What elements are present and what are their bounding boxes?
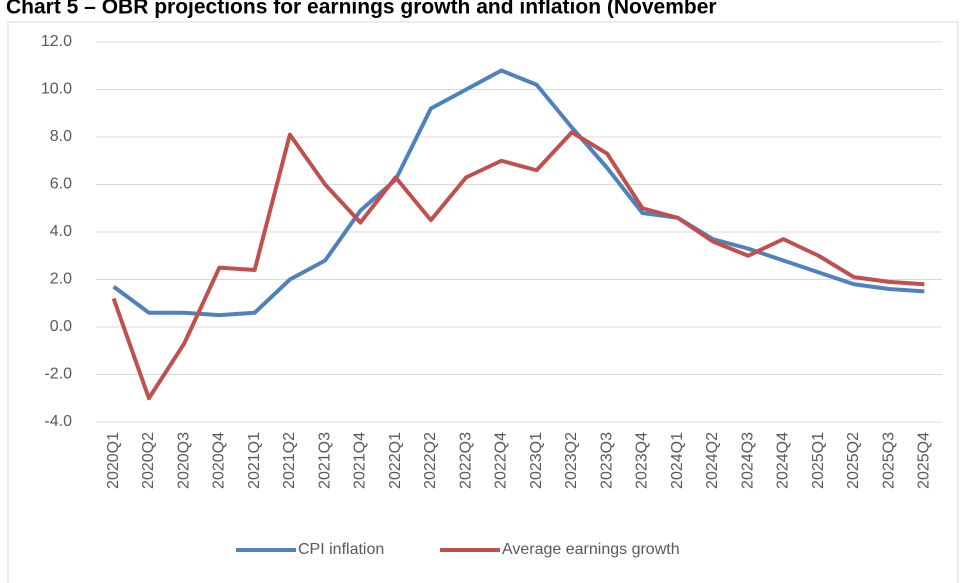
x-tick-label: 2022Q1 — [387, 432, 404, 489]
x-tick-label: 2025Q1 — [810, 432, 827, 489]
x-tick-label: 2021Q4 — [352, 432, 369, 489]
line-series — [111, 130, 925, 401]
y-tick-label: 12.0 — [41, 33, 72, 50]
y-tick-label: 6.0 — [50, 176, 72, 193]
x-tick-label: 2022Q2 — [422, 432, 439, 489]
y-tick-label: 10.0 — [41, 81, 72, 98]
x-tick-label: 2023Q2 — [563, 432, 580, 489]
y-tick-label: 8.0 — [50, 128, 72, 145]
x-tick-label: 2025Q4 — [916, 432, 933, 489]
x-tick-label: 2020Q3 — [175, 432, 192, 489]
x-tick-label: 2021Q2 — [281, 432, 298, 489]
x-tick-label: 2023Q1 — [528, 432, 545, 489]
legend-label: CPI inflation — [298, 541, 384, 558]
x-tick-label: 2022Q3 — [457, 432, 474, 489]
x-tick-label: 2021Q1 — [246, 432, 263, 489]
y-tick-label: 0.0 — [50, 318, 72, 335]
x-tick-label: 2020Q2 — [140, 432, 157, 489]
chart-title: Chart 5 – OBR projections for earnings g… — [6, 0, 717, 19]
x-tick-label: 2022Q4 — [493, 432, 510, 489]
y-tick-label: -2.0 — [44, 366, 72, 383]
x-tick-label: 2020Q4 — [211, 432, 228, 489]
x-tick-label: 2025Q3 — [880, 432, 897, 489]
x-tick-label: 2021Q3 — [316, 432, 333, 489]
y-tick-label: 4.0 — [50, 223, 72, 240]
y-tick-label: -4.0 — [44, 413, 72, 430]
y-tick-label: 2.0 — [50, 271, 72, 288]
line-series — [112, 68, 925, 318]
x-tick-label: 2024Q1 — [669, 432, 686, 489]
x-tick-label: 2023Q4 — [634, 432, 651, 489]
x-tick-label: 2024Q3 — [739, 432, 756, 489]
x-tick-label: 2023Q3 — [598, 432, 615, 489]
chart-frame — [7, 21, 959, 583]
x-tick-label: 2020Q1 — [105, 432, 122, 489]
x-tick-label: 2025Q2 — [845, 432, 862, 489]
x-tick-label: 2024Q4 — [775, 432, 792, 489]
legend-label: Average earnings growth — [502, 541, 680, 558]
x-tick-label: 2024Q2 — [704, 432, 721, 489]
